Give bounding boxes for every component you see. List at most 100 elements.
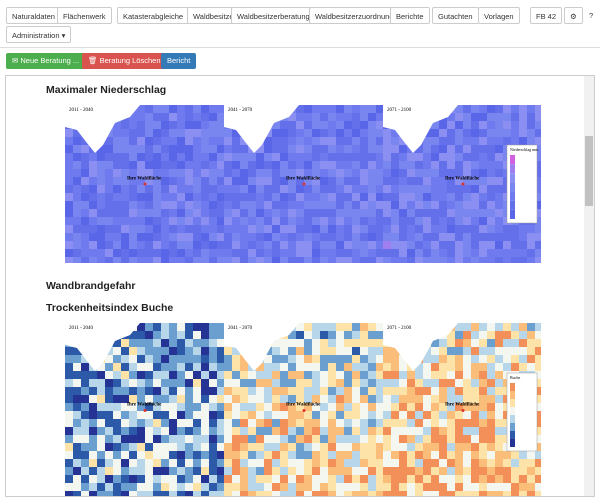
map-cell [137, 403, 146, 412]
map-cell [256, 443, 265, 452]
menu-button[interactable]: Berichte [390, 7, 430, 24]
map-cell [105, 217, 114, 226]
map-cell [376, 233, 385, 242]
map-cell [105, 451, 114, 460]
map-cell [137, 323, 146, 332]
delete-button[interactable]: 🗑 Beratung Löschen ... [82, 53, 175, 69]
map-cell [105, 241, 114, 250]
map-cell [169, 257, 178, 263]
map-cell [479, 249, 488, 258]
map-cell [479, 363, 488, 372]
map-cell [391, 443, 400, 452]
map-cell [304, 467, 313, 476]
map-cell [81, 459, 90, 468]
map-cell [312, 331, 321, 340]
admin-menu[interactable]: Administration ▾ [6, 26, 72, 43]
map-cell [121, 395, 130, 404]
map-cell [129, 241, 138, 250]
map-cell [535, 411, 541, 420]
map-cell [352, 475, 361, 484]
map-cell [113, 153, 122, 162]
map-cell [463, 193, 472, 202]
menu-button[interactable]: Gutachten [432, 7, 479, 24]
map-cell [352, 241, 361, 250]
map-cell [224, 169, 233, 178]
map-cell [376, 113, 385, 122]
map-cell [471, 483, 480, 492]
new-button[interactable]: ✉ Neue Beratung ... [6, 53, 86, 69]
map-cell [224, 225, 233, 234]
map-cell [81, 233, 90, 242]
map-cell [121, 121, 130, 130]
map-cell [320, 201, 329, 210]
map-cell [439, 427, 448, 436]
map-cell [121, 411, 130, 420]
map-cell [280, 491, 289, 496]
map-cell [145, 137, 154, 146]
map-cell [415, 411, 424, 420]
map-cell [113, 411, 122, 420]
map-cell [336, 145, 345, 154]
map-cell [495, 193, 504, 202]
map-cell [383, 451, 392, 460]
map-cell [288, 435, 297, 444]
map-cell [383, 193, 392, 202]
menu-button[interactable]: Waldbesitzerzuordnung [309, 7, 400, 24]
scrollbar[interactable] [584, 76, 594, 496]
menu-button[interactable]: Vorlagen [478, 7, 520, 24]
map-cell [217, 121, 226, 130]
map-cell [280, 185, 289, 194]
map-cell [153, 201, 162, 210]
map-cell [360, 355, 369, 364]
map-cell [312, 217, 321, 226]
report-button[interactable]: Bericht [161, 53, 197, 69]
settings-button[interactable]: ⚙ [564, 7, 583, 24]
map-cell [535, 451, 541, 460]
map-cell [169, 137, 178, 146]
map-cell [81, 217, 90, 226]
menu-button[interactable]: Waldbesitzerberatung [231, 7, 316, 24]
map-cell [81, 363, 90, 372]
map-cell [344, 451, 353, 460]
map-cell [121, 169, 130, 178]
map-cell [177, 121, 186, 130]
user-button[interactable]: FB 42 [530, 7, 563, 24]
scroll-thumb[interactable] [585, 136, 593, 206]
map-cell [471, 459, 480, 468]
marker-label: Ihre Waldfläche [127, 176, 162, 181]
menu-button[interactable]: Naturaldaten [6, 7, 61, 24]
map-cell [280, 177, 289, 186]
map-cell [535, 483, 541, 492]
map-cell [455, 185, 464, 194]
map-cell [73, 395, 82, 404]
map-cell [217, 491, 226, 496]
menu-button[interactable]: Katasterabgleiche [117, 7, 190, 24]
map-cell [399, 443, 408, 452]
map-cell [232, 427, 241, 436]
map-cell [423, 451, 432, 460]
map-cell [463, 217, 472, 226]
map-cell [304, 177, 313, 186]
map-cell [89, 491, 98, 496]
map-cell [519, 339, 528, 348]
marker [302, 409, 306, 412]
map-cell [161, 355, 170, 364]
map-cell [288, 185, 297, 194]
map-cell [137, 249, 146, 258]
map-cell [264, 411, 273, 420]
map-cell [344, 427, 353, 436]
map-cell [399, 241, 408, 250]
map-cell [320, 257, 329, 263]
map-cell [193, 467, 202, 476]
help-button[interactable]: ? [584, 7, 599, 24]
content-panel: Maximaler Niederschlag 2011 - 2040 Ihre W… [5, 75, 595, 497]
map-cell [415, 217, 424, 226]
map-cell [97, 169, 106, 178]
map-cell [121, 403, 130, 412]
map-cell [344, 129, 353, 138]
map-cell [383, 459, 392, 468]
map-cell [439, 177, 448, 186]
menu-button[interactable]: Flächenwerk [57, 7, 112, 24]
map-cell [201, 491, 210, 496]
map-cell [423, 483, 432, 492]
